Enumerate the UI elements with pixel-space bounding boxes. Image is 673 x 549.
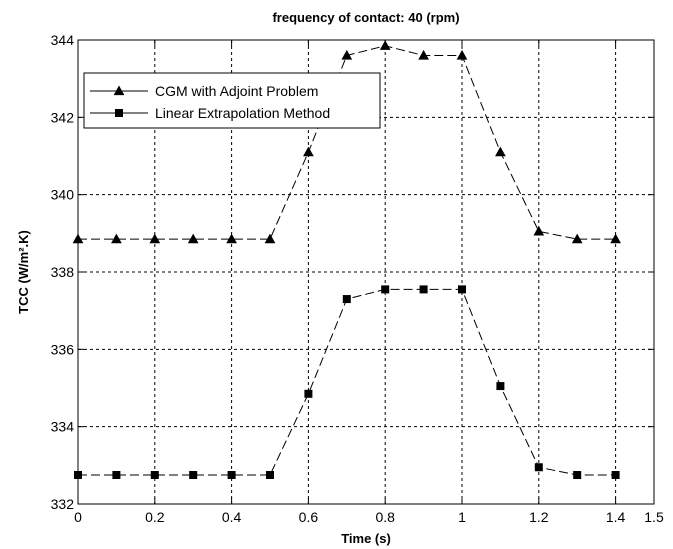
data-point-triangle [111,233,122,244]
data-point-square [381,285,390,294]
legend-marker-triangle [113,85,125,96]
y-tick-label: 338 [51,264,75,280]
data-point-triangle [226,233,237,244]
data-point-triangle [533,225,545,236]
data-point-square [189,471,198,479]
series-layer [72,40,621,479]
data-point-square [496,382,505,391]
legend-label: CGM with Adjoint Problem [155,83,318,99]
series-0 [72,40,621,244]
data-point-square [150,471,159,479]
legend-box [83,72,381,129]
data-point-triangle [187,233,199,244]
y-tick-label: 344 [51,32,75,48]
data-point-square [227,471,236,479]
data-point-square [304,389,313,398]
x-tick-label: 0.8 [375,509,395,525]
data-point-triangle [149,233,161,244]
data-point-triangle [264,233,276,244]
y-tick-label: 336 [51,341,75,357]
x-tick-label: 1.5 [644,509,664,525]
data-point-square [573,471,582,479]
data-point-triangle [456,49,468,60]
y-tick-label: 334 [51,419,75,435]
legend-marker-square [115,109,123,117]
data-point-square [266,471,274,479]
data-point-triangle [341,49,353,60]
data-point-square [112,471,121,479]
data-point-triangle [303,146,314,157]
data-point-square [419,285,428,294]
x-tick-label: 1 [458,509,466,525]
y-tick-label: 332 [51,496,75,512]
x-tick-label: 1.4 [606,509,626,525]
plot-frame [77,39,655,505]
x-tick-label: 0.6 [299,509,319,525]
x-tick-label: 0 [74,509,82,525]
series-1 [74,285,620,479]
legend-label: Linear Extrapolation Method [155,105,330,121]
y-tick-label: 342 [51,109,75,125]
legend: CGM with Adjoint Problem Linear Extrapola… [83,72,381,129]
data-point-square [534,463,543,472]
data-point-triangle [495,146,506,157]
data-point-triangle [610,233,621,244]
data-point-square [342,295,351,304]
chart-title: frequency of contact: 40 (rpm) [272,10,459,25]
x-axis-title: Time (s) [341,531,391,546]
data-point-triangle [571,233,583,244]
y-axis-title: TCC (W/m².K) [16,230,31,314]
tick-labels: 0 0.2 0.4 0.6 0.8 1 1.2 1.4 1.5 332 334 336 338 340 34… [51,32,664,525]
y-tick-label: 340 [51,187,75,203]
data-point-square [611,471,620,479]
x-tick-label: 1.2 [529,509,549,525]
x-tick-label: 0.2 [145,509,165,525]
data-point-triangle [379,40,391,50]
data-point-square [458,285,466,294]
data-point-triangle [418,49,429,60]
x-tick-label: 0.4 [222,509,242,525]
